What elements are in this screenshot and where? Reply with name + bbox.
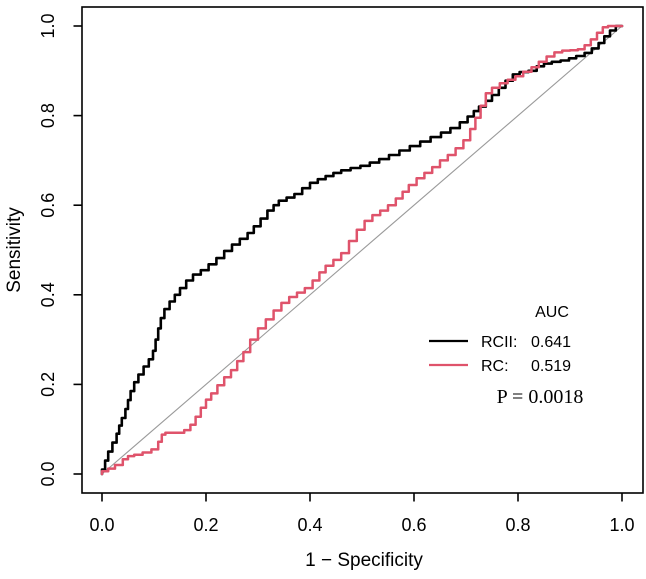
y-tick-label: 1.0 — [38, 13, 58, 38]
p-value-annotation: P = 0.0018 — [497, 386, 584, 408]
y-axis: 0.0 0.2 0.4 0.6 0.8 1.0 Sensitivity — [4, 13, 82, 487]
legend-title: AUC — [535, 304, 569, 321]
legend: AUC RCII: 0.641 RC: 0.519 P = 0.0018 — [429, 304, 583, 408]
x-axis: 0.0 0.2 0.4 0.6 0.8 1.0 1 − Specificity — [89, 493, 635, 571]
x-tick-label: 1.0 — [609, 515, 634, 535]
x-tick-label: 0.0 — [89, 515, 114, 535]
y-tick-label: 0.4 — [38, 282, 58, 307]
legend-label-rcii: RCII: — [481, 334, 517, 351]
legend-value-rcii: 0.641 — [531, 334, 571, 351]
x-axis-label: 1 − Specificity — [305, 550, 423, 571]
y-axis-label: Sensitivity — [4, 207, 25, 293]
plot-area — [81, 6, 644, 494]
x-tick-label: 0.2 — [193, 515, 218, 535]
y-tick-label: 0.0 — [38, 461, 58, 486]
y-ticks: 0.0 0.2 0.4 0.6 0.8 1.0 — [38, 13, 82, 487]
x-ticks: 0.0 0.2 0.4 0.6 0.8 1.0 — [89, 493, 635, 535]
y-tick-label: 0.6 — [38, 193, 58, 218]
x-tick-label: 0.6 — [401, 515, 426, 535]
x-tick-label: 0.4 — [297, 515, 322, 535]
y-tick-label: 0.2 — [38, 372, 58, 397]
x-tick-label: 0.8 — [505, 515, 530, 535]
diagonal-reference-line — [101, 25, 623, 475]
legend-label-rc: RC: — [481, 358, 509, 375]
y-tick-label: 0.8 — [38, 103, 58, 128]
roc-curve-rc — [100, 24, 624, 476]
legend-value-rc: 0.519 — [531, 358, 571, 375]
